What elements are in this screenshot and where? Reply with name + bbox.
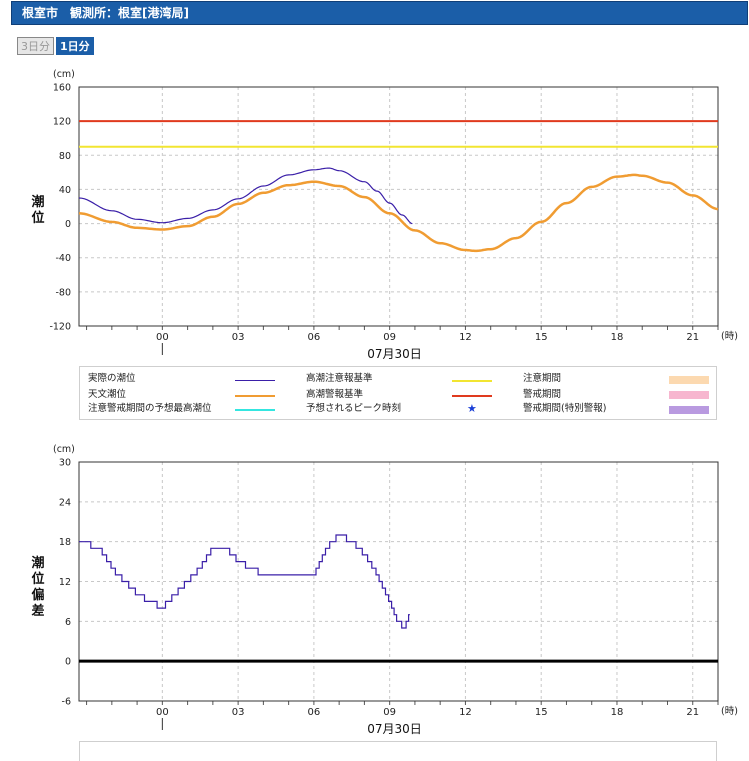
y-axis-title-char: 差 — [31, 603, 44, 619]
y-tick-label: 18 — [59, 537, 71, 548]
x-tick-label: 18 — [611, 332, 624, 343]
x-tick-label: 09 — [383, 707, 396, 718]
x-unit-label: (時) — [721, 706, 738, 717]
y-unit-label: (cm) — [53, 69, 75, 80]
x-tick-label: 03 — [232, 332, 245, 343]
x-tick-label: 15 — [535, 332, 548, 343]
y-tick-label: 40 — [59, 185, 71, 196]
x-tick-label: 00 — [156, 707, 169, 718]
tide-level-chart: 160 120 80 40 0 -40 -80 -120 00 03 06 09 12 15 18 21 (cm… — [31, 69, 738, 361]
x-tick-label: 12 — [459, 332, 472, 343]
x-tick-label: 09 — [383, 332, 396, 343]
legend-box-special-warning-period — [669, 406, 709, 414]
y-unit-label: (cm) — [53, 444, 75, 455]
legend-label-caution-period: 注意期間 — [523, 373, 562, 384]
x-tick-label: 15 — [535, 707, 548, 718]
x-unit-label: (時) — [721, 331, 738, 342]
star-icon: ★ — [467, 402, 477, 415]
y-tick-label: 6 — [65, 617, 71, 628]
y-tick-label: 30 — [59, 458, 71, 469]
plot-frame — [78, 86, 719, 327]
y-tick-label: 160 — [53, 83, 71, 94]
tab-3day[interactable]: 3日分 — [17, 37, 54, 55]
y-axis-title-char: 偏 — [31, 587, 44, 603]
legend-label-peak-time: 予想されるピーク時刻 — [306, 403, 402, 414]
legend-line-astronomical — [235, 395, 275, 397]
legend-label-astronomical: 天文潮位 — [88, 389, 127, 400]
date-label: 07月30日 — [367, 347, 422, 361]
series-line — [78, 167, 413, 225]
x-tick-label: 21 — [686, 707, 699, 718]
x-tick-label: 03 — [232, 707, 245, 718]
y-tick-label: 120 — [53, 117, 71, 128]
legend-label-warning-period: 警戒期間 — [523, 389, 562, 400]
series-line — [78, 173, 719, 253]
legend-label-forecast-max: 注意警戒期間の予想最高潮位 — [88, 403, 212, 414]
legend-box-warning-period — [669, 391, 709, 399]
y-axis-title-char: 位 — [31, 571, 44, 587]
y-tick-label: 24 — [59, 497, 71, 508]
plot-frame — [78, 461, 719, 702]
x-tick-label: 06 — [308, 707, 321, 718]
y-tick-label: -80 — [55, 287, 71, 298]
period-tabs: 3日分 1日分 — [17, 35, 96, 55]
y-axis-title-char: 潮 — [31, 555, 44, 571]
y-tick-label: 80 — [59, 151, 71, 162]
legend-line-advisory — [452, 380, 492, 382]
y-tick-label: -6 — [62, 697, 71, 708]
y-tick-label: -120 — [49, 322, 71, 333]
y-axis-title-char: 潮 — [31, 194, 44, 210]
series-line — [79, 534, 410, 629]
tide-legend: 実際の潮位 天文潮位 注意警戒期間の予想最高潮位 高潮注意報基準 高潮警報基準 … — [79, 366, 717, 420]
legend-line-observed — [235, 380, 275, 381]
x-tick-label: 12 — [459, 707, 472, 718]
y-tick-label: 0 — [65, 219, 71, 230]
y-axis-title-char: 位 — [31, 210, 44, 226]
legend-box-caution-period — [669, 376, 709, 384]
legend-label-observed: 実際の潮位 — [88, 373, 136, 384]
legend-label-warning: 高潮警報基準 — [306, 389, 364, 400]
x-tick-label: 21 — [686, 332, 699, 343]
legend-label-advisory: 高潮注意報基準 — [306, 373, 373, 384]
date-label: 07月30日 — [367, 722, 422, 736]
y-tick-label: 0 — [65, 657, 71, 668]
x-tick-label: 18 — [611, 707, 624, 718]
x-tick-label: 06 — [308, 332, 321, 343]
legend-line-warning — [452, 395, 492, 397]
x-tick-label: 00 — [156, 332, 169, 343]
y-tick-label: 12 — [59, 577, 71, 588]
tab-1day[interactable]: 1日分 — [56, 37, 94, 55]
legend-line-forecast-max — [235, 409, 275, 411]
location-header: 根室市 観測所：根室[港湾局] — [11, 1, 748, 25]
deviation-legend-partial — [79, 741, 717, 761]
y-tick-label: -40 — [55, 253, 71, 264]
legend-label-special-warning-period: 警戒期間(特別警報) — [523, 403, 607, 414]
